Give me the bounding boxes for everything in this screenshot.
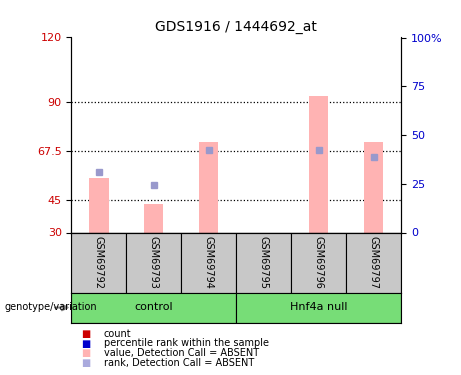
Text: ■: ■ [81, 339, 90, 348]
Text: rank, Detection Call = ABSENT: rank, Detection Call = ABSENT [104, 358, 254, 368]
Bar [71, 232, 126, 292]
Bar [309, 96, 328, 232]
Text: percentile rank within the sample: percentile rank within the sample [104, 339, 269, 348]
Text: ■: ■ [81, 348, 90, 358]
Text: Hnf4a null: Hnf4a null [290, 303, 348, 312]
Text: GSM69792: GSM69792 [94, 236, 104, 289]
Text: control: control [135, 303, 173, 312]
Bar [89, 178, 108, 232]
Text: GSM69796: GSM69796 [313, 236, 324, 289]
Bar [144, 204, 164, 232]
Text: ■: ■ [81, 329, 90, 339]
Bar [199, 141, 219, 232]
Text: GSM69795: GSM69795 [259, 236, 269, 289]
Bar [236, 292, 401, 322]
Title: GDS1916 / 1444692_at: GDS1916 / 1444692_at [155, 20, 317, 34]
Bar [181, 232, 236, 292]
Text: count: count [104, 329, 131, 339]
Bar [71, 292, 236, 322]
Bar [126, 232, 181, 292]
Text: ■: ■ [81, 358, 90, 368]
Bar [236, 232, 291, 292]
Text: genotype/variation: genotype/variation [5, 303, 97, 312]
Text: GSM69797: GSM69797 [369, 236, 378, 289]
Bar [346, 232, 401, 292]
Text: GSM69794: GSM69794 [204, 236, 214, 289]
Text: value, Detection Call = ABSENT: value, Detection Call = ABSENT [104, 348, 259, 358]
Bar [291, 232, 346, 292]
Bar [364, 141, 383, 232]
Text: GSM69793: GSM69793 [149, 236, 159, 289]
